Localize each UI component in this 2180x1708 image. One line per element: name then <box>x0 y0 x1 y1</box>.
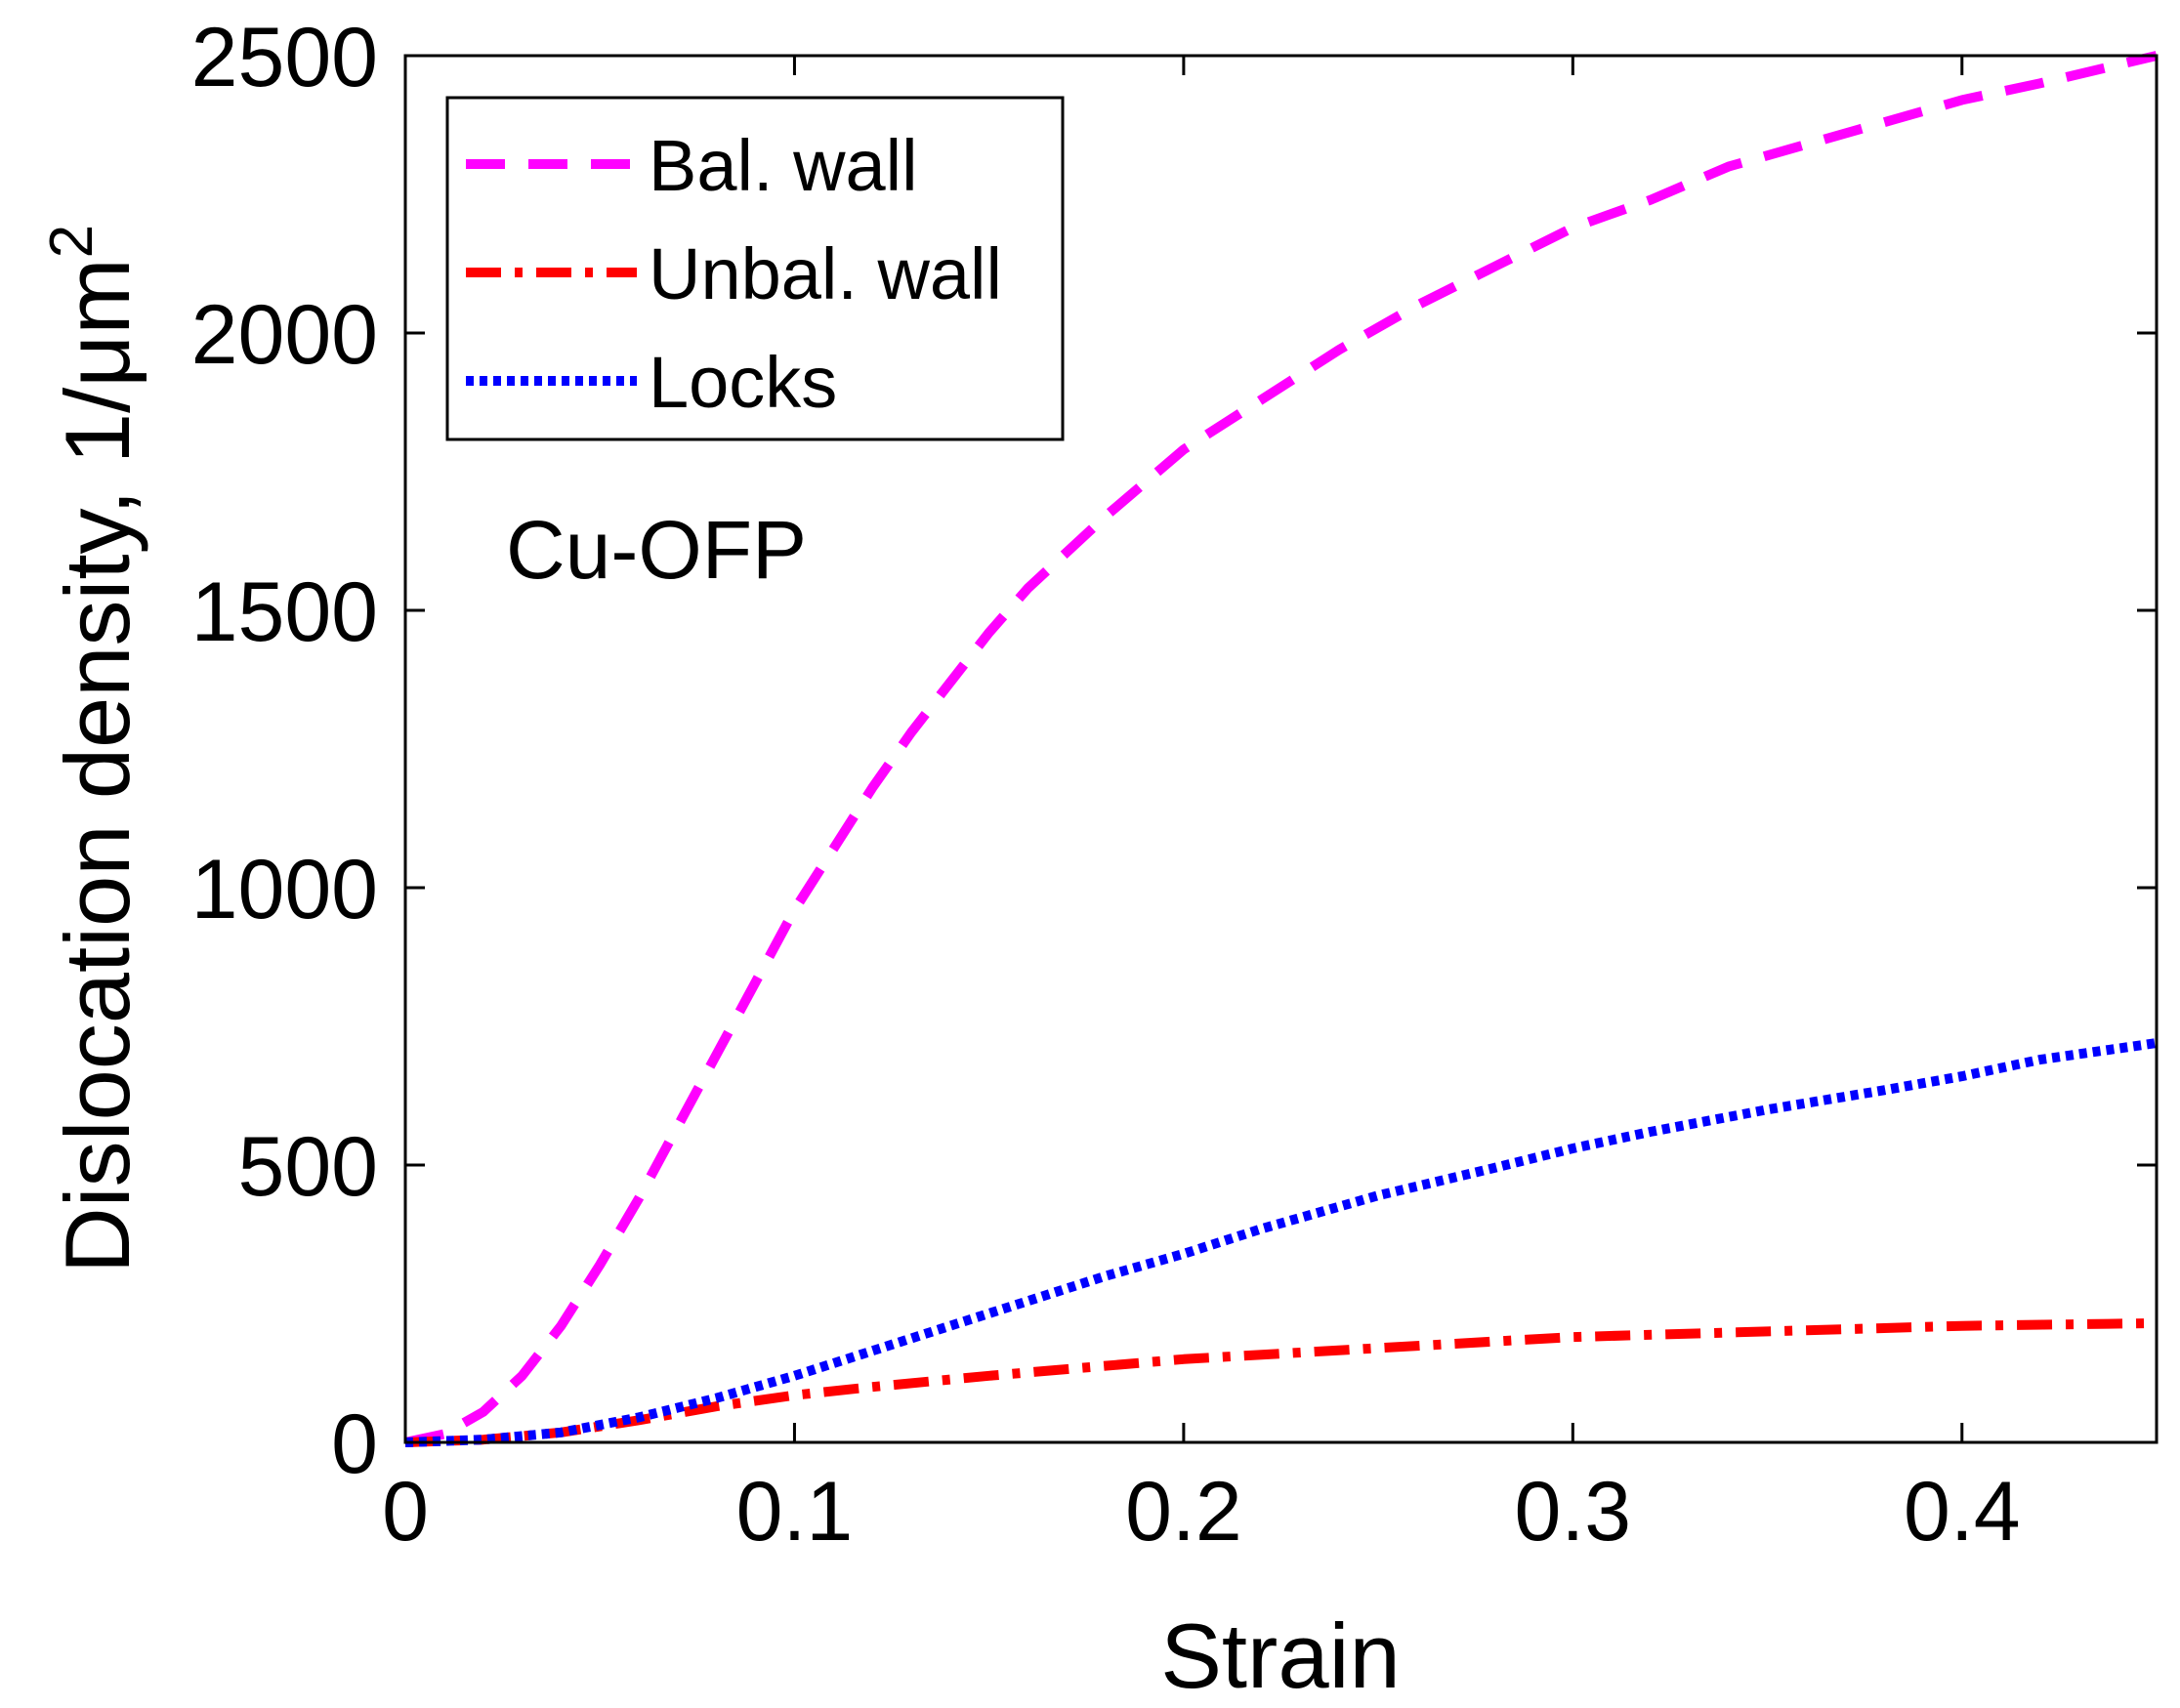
y-tick-label: 0 <box>331 1397 378 1491</box>
x-tick-label: 0.2 <box>1125 1465 1242 1559</box>
x-tick-label: 0 <box>382 1465 429 1559</box>
legend-label-unbal-wall: Unbal. wall <box>649 233 1002 314</box>
y-axis-label: Dislocation density, 1/μm2 <box>38 225 148 1273</box>
y-tick-label: 1000 <box>191 843 378 937</box>
y-tick-label: 2000 <box>191 288 378 382</box>
x-tick-label: 0.4 <box>1904 1465 2021 1559</box>
series-line-bal-wall <box>403 51 2159 1447</box>
plot-area-frame <box>403 54 2159 1444</box>
x-axis-label: Strain <box>1160 1604 1401 1707</box>
x-tick-label: 0.3 <box>1515 1465 1632 1559</box>
legend-label-locks: Locks <box>649 342 837 423</box>
y-tick-label: 500 <box>238 1120 379 1214</box>
y-axis-label-superscript: 2 <box>38 225 105 258</box>
series-layer <box>403 51 2159 1447</box>
annotation-material: Cu-OFP <box>506 504 807 596</box>
legend-label-bal-wall: Bal. wall <box>649 125 918 206</box>
series-line-locks <box>404 1038 2158 1447</box>
y-tick-label: 2500 <box>191 11 378 104</box>
axis-ticks: 0 0.1 0.2 0.3 0.4 0 500 1000 1500 2000 2500 <box>191 11 2157 1559</box>
legend: Bal. wall Unbal. wall Locks <box>445 96 1065 441</box>
x-tick-label: 0.1 <box>736 1465 854 1559</box>
y-tick-label: 1500 <box>191 565 378 659</box>
y-axis-label-main: Dislocation density, 1/μm <box>46 258 148 1273</box>
